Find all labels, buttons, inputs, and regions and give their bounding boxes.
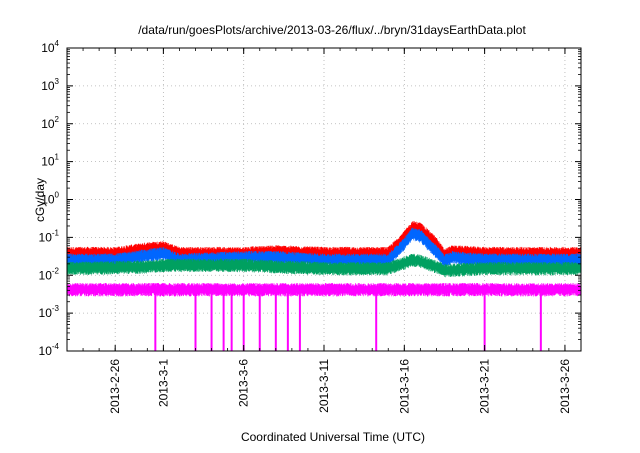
axes: 10-4 10-3 10-2 10-1 100 101 102 103 104 2013-2-26… bbox=[39, 39, 582, 414]
x-tick-label: 2013-2-26 bbox=[108, 359, 122, 414]
x-tick-label: 2013-3-16 bbox=[397, 359, 411, 414]
x-tick-label: 2013-3-6 bbox=[237, 359, 251, 407]
series-group bbox=[66, 221, 582, 351]
y-tick-label: 10-1 bbox=[39, 228, 60, 244]
y-tick-label: 103 bbox=[41, 77, 59, 93]
y-tick-label: 10-3 bbox=[39, 304, 60, 320]
x-tick-label: 2013-3-26 bbox=[558, 359, 572, 414]
x-tick-label: 2013-3-11 bbox=[317, 359, 331, 413]
plot-frame bbox=[66, 47, 582, 352]
x-tick-label: 2013-3-1 bbox=[156, 359, 170, 407]
y-tick-label: 100 bbox=[41, 191, 59, 207]
y-tick-label: 101 bbox=[41, 153, 59, 169]
y-tick-label: 10-4 bbox=[39, 342, 60, 358]
y-tick-label: 10-2 bbox=[39, 266, 60, 282]
y-axis-label: cGy/day bbox=[33, 178, 47, 222]
x-axis-label: Coordinated Universal Time (UTC) bbox=[241, 430, 425, 444]
y-tick-label: 104 bbox=[41, 39, 59, 55]
x-tick-label: 2013-3-21 bbox=[478, 359, 492, 414]
chart-title: /data/run/goesPlots/archive/2013-03-26/f… bbox=[138, 23, 526, 37]
y-tick-label: 102 bbox=[41, 115, 59, 131]
